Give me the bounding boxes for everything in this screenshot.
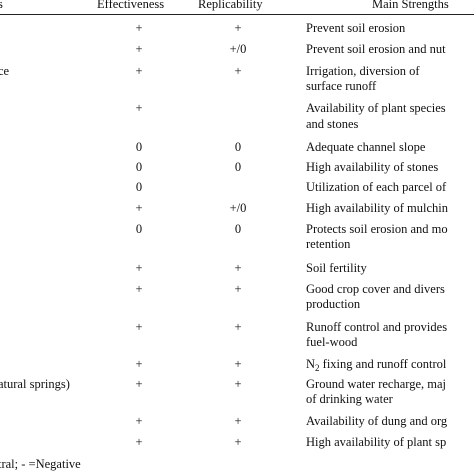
cell-effectiveness: 0: [135, 180, 143, 194]
cell-effectiveness: +: [135, 42, 143, 56]
cell-effectiveness: 0: [135, 222, 143, 236]
cell-effectiveness: +: [135, 261, 143, 275]
cell-strength-text: fixing and runoff control: [319, 357, 447, 371]
cell-strength: High availability of plant sp: [306, 435, 447, 449]
cell-effectiveness: +: [135, 201, 143, 215]
cell-strength: N2 fixing and runoff control: [306, 357, 447, 373]
cell-replicability: 0: [234, 140, 242, 154]
cell-effectiveness: +: [135, 320, 143, 334]
footnote: tral; - =Negative: [0, 457, 81, 471]
cell-strength: Utilization of each parcel of: [306, 180, 447, 194]
cell-strength: Prevent soil erosion: [306, 21, 406, 35]
cell-effectiveness: +: [135, 435, 143, 449]
cell-effectiveness: +: [135, 282, 143, 296]
cell-practice: atural springs): [0, 377, 70, 391]
cell-strength-line2: production: [306, 297, 361, 311]
cell-effectiveness: +: [135, 64, 143, 78]
cell-strength-line2: of drinking water: [306, 392, 393, 406]
cell-strength: Irrigation, diversion of: [306, 64, 420, 78]
cell-effectiveness: +: [135, 414, 143, 428]
cell-practice: ce: [0, 64, 10, 78]
header-rule: [0, 14, 474, 15]
cell-strength: High availability of mulchin: [306, 201, 448, 215]
cell-replicability: +: [234, 21, 242, 35]
cell-strength: Ground water recharge, maj: [306, 377, 446, 391]
cell-strength: Adequate channel slope: [306, 140, 426, 154]
cell-strength-line2: retention: [306, 237, 351, 251]
cell-replicability: 0: [234, 160, 242, 174]
cell-strength: Runoff control and provides: [306, 320, 448, 334]
cell-strength: Soil fertility: [306, 261, 367, 275]
cell-replicability: +: [234, 357, 242, 371]
cell-replicability: +: [234, 64, 242, 78]
cell-effectiveness: +: [135, 21, 143, 35]
cell-effectiveness: +: [135, 101, 143, 115]
cell-strength-text: N: [306, 357, 316, 371]
header-left: s: [0, 0, 3, 11]
cell-strength: Protects soil erosion and mo: [306, 222, 448, 236]
cell-replicability: +: [234, 414, 242, 428]
header-effectiveness: Effectiveness: [97, 0, 165, 11]
header-replicability: Replicability: [198, 0, 263, 11]
cell-strength: Prevent soil erosion and nut: [306, 42, 446, 56]
cell-effectiveness: 0: [135, 160, 143, 174]
cell-replicability: +: [234, 435, 242, 449]
cell-strength: Availability of plant species: [306, 101, 446, 115]
cell-strength: High availability of stones: [306, 160, 439, 174]
cell-effectiveness: +: [135, 357, 143, 371]
cell-replicability: +: [234, 320, 242, 334]
cell-effectiveness: +: [135, 377, 143, 391]
cell-replicability: +/0: [229, 201, 247, 215]
cell-replicability: +: [234, 377, 242, 391]
cell-strength: Good crop cover and divers: [306, 282, 445, 296]
cell-replicability: +/0: [229, 42, 247, 56]
header-strengths: Main Strengths: [372, 0, 449, 11]
cell-replicability: +: [234, 261, 242, 275]
cell-strength-line2: and stones: [306, 117, 359, 131]
cell-strength-line2: surface runoff: [306, 79, 377, 93]
cell-strength: Availability of dung and org: [306, 414, 448, 428]
cell-replicability: +: [234, 282, 242, 296]
subscript-text: 2: [315, 363, 320, 373]
cell-replicability: 0: [234, 222, 242, 236]
cell-effectiveness: 0: [135, 140, 143, 154]
cell-strength-line2: fuel-wood: [306, 335, 358, 349]
